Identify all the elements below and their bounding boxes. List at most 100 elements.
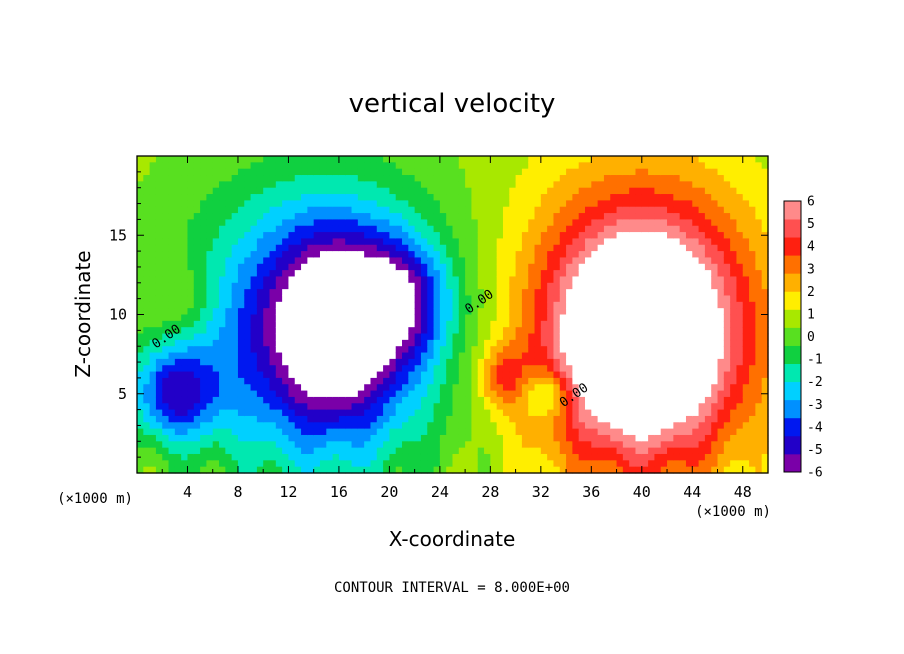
field-cell — [736, 422, 744, 430]
field-cell — [704, 333, 712, 341]
field-cell — [383, 339, 390, 347]
field-cell — [528, 447, 536, 455]
field-cell — [414, 187, 422, 195]
field-cell — [162, 194, 170, 201]
field-cell — [269, 187, 277, 195]
field-cell — [250, 314, 258, 322]
field-cell — [345, 428, 353, 436]
field-cell — [648, 168, 656, 176]
field-cell — [313, 403, 321, 411]
field-cell — [200, 365, 208, 373]
field-cell — [319, 428, 327, 436]
field-cell — [420, 200, 428, 208]
field-cell — [698, 333, 706, 341]
field-cell — [679, 206, 687, 214]
field-cell — [162, 168, 170, 176]
field-cell — [301, 295, 308, 303]
field-cell — [465, 339, 473, 347]
field-cell — [635, 295, 643, 303]
field-cell — [509, 460, 517, 468]
field-cell — [269, 428, 277, 436]
field-cell — [193, 352, 201, 360]
field-cell — [622, 276, 630, 284]
field-cell — [383, 415, 390, 423]
field-cell — [717, 409, 725, 417]
field-cell — [231, 415, 239, 423]
field-cell — [515, 295, 523, 303]
field-cell — [319, 320, 327, 328]
field-cell — [206, 175, 214, 182]
field-cell — [761, 244, 769, 252]
field-cell — [269, 295, 277, 303]
field-cell — [471, 162, 479, 170]
field-cell — [137, 415, 144, 423]
field-cell — [521, 219, 529, 227]
field-cell — [667, 422, 674, 430]
field-cell — [319, 219, 327, 227]
field-cell — [521, 365, 529, 373]
field-cell — [155, 390, 163, 398]
field-cell — [282, 168, 290, 176]
field-cell — [578, 371, 586, 379]
field-cell — [635, 377, 643, 385]
field-cell — [395, 168, 403, 176]
field-cell — [597, 371, 605, 379]
field-cell — [206, 377, 214, 385]
field-cell — [143, 156, 151, 163]
field-cell — [484, 162, 491, 170]
field-cell — [427, 162, 435, 170]
field-cell — [332, 194, 340, 201]
field-cell — [275, 181, 283, 189]
field-cell — [736, 377, 744, 385]
field-cell — [275, 415, 283, 423]
field-cell — [471, 365, 479, 373]
field-cell — [603, 295, 611, 303]
field-cell — [679, 390, 687, 398]
field-cell — [559, 219, 567, 227]
field-cell — [357, 415, 365, 423]
field-cell — [206, 339, 214, 347]
field-cell — [294, 244, 302, 252]
field-cell — [603, 333, 611, 341]
field-cell — [509, 339, 517, 347]
field-cell — [155, 460, 163, 468]
field-cell — [458, 403, 466, 411]
field-cell — [465, 358, 473, 366]
field-cell — [338, 162, 346, 170]
field-cell — [711, 415, 719, 423]
field-cell — [484, 187, 491, 195]
field-cell — [723, 339, 731, 347]
field-cell — [389, 333, 397, 341]
field-cell — [685, 238, 693, 246]
field-cell — [540, 175, 548, 182]
field-cell — [749, 384, 756, 392]
field-cell — [578, 251, 586, 259]
field-cell — [313, 181, 321, 189]
field-cell — [704, 238, 712, 246]
field-cell — [212, 409, 220, 417]
field-cell — [578, 327, 586, 335]
field-cell — [540, 365, 548, 373]
field-cell — [345, 156, 353, 163]
field-cell — [528, 168, 536, 176]
field-cell — [730, 175, 738, 182]
field-cell — [465, 238, 473, 246]
field-cell — [269, 422, 277, 430]
field-cell — [288, 168, 296, 176]
field-cell — [509, 194, 517, 201]
field-cell — [521, 257, 529, 265]
field-cell — [692, 384, 700, 392]
field-cell — [256, 181, 264, 189]
field-cell — [540, 156, 548, 163]
field-cell — [263, 232, 271, 240]
field-cell — [383, 346, 390, 354]
field-cell — [559, 276, 567, 284]
field-cell — [250, 447, 258, 455]
field-cell — [496, 453, 504, 461]
field-cell — [408, 206, 416, 214]
field-cell — [547, 225, 555, 233]
field-cell — [143, 263, 151, 271]
field-cell — [149, 365, 157, 373]
field-cell — [439, 333, 447, 341]
field-cell — [717, 225, 725, 233]
